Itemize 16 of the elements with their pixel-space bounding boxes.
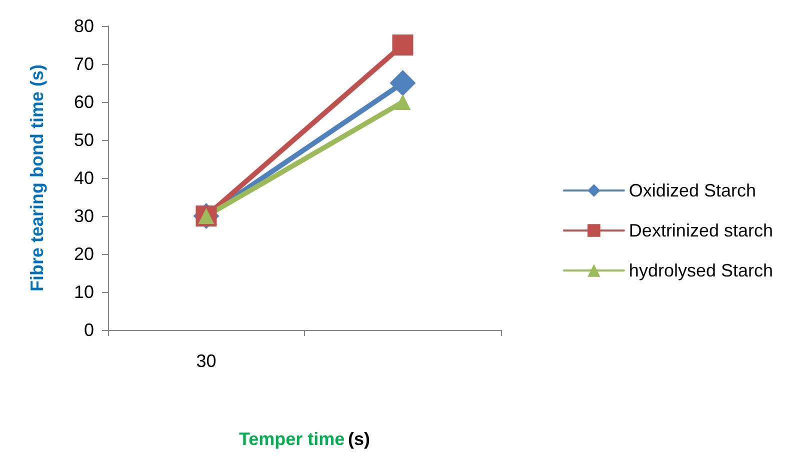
legend-label: Oxidized Starch bbox=[628, 180, 756, 200]
y-tick-label: 50 bbox=[74, 130, 94, 150]
y-tick-label: 10 bbox=[74, 282, 94, 302]
point bbox=[390, 70, 416, 96]
legend-label: Dextrinized starch bbox=[628, 220, 773, 240]
y-tick-label: 80 bbox=[74, 16, 94, 36]
legend-label: hydrolysed Starch bbox=[628, 260, 774, 280]
y-tick-label: 60 bbox=[74, 92, 94, 112]
x-axis-title: Temper time (s) bbox=[238, 429, 370, 449]
y-tick-label: 20 bbox=[74, 244, 94, 264]
y-tick-label: 70 bbox=[74, 54, 94, 74]
y-tick-label: 40 bbox=[74, 168, 94, 188]
y-tick-label: 30 bbox=[74, 206, 94, 226]
point bbox=[392, 34, 414, 56]
y-axis-title: Fibre tearing bond time (s) bbox=[27, 64, 47, 292]
y-tick-label: 0 bbox=[84, 320, 94, 340]
